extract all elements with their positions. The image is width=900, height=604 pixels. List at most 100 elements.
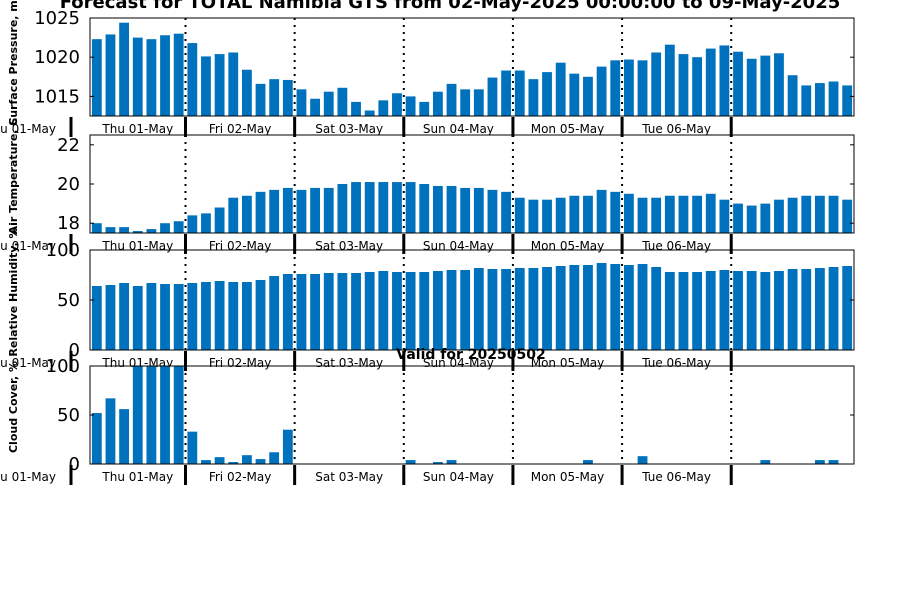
- bar: [214, 457, 225, 464]
- y-tick-label: 0: [69, 454, 80, 475]
- bar: [105, 285, 116, 350]
- bar: [569, 265, 580, 350]
- y-tick-label: 1015: [34, 86, 80, 107]
- day-label: Sun 04-May: [423, 239, 494, 253]
- y-tick-label: 0: [69, 340, 80, 361]
- day-label: Tue 06-May: [641, 122, 711, 136]
- bar: [146, 39, 157, 116]
- bar: [132, 286, 143, 350]
- bar: [446, 270, 457, 350]
- bar: [119, 22, 130, 117]
- day-label: Mon 05-May: [531, 239, 605, 253]
- bar: [432, 91, 443, 116]
- bar: [351, 273, 361, 350]
- y-tick-label: 100: [46, 240, 80, 261]
- bar: [733, 51, 743, 116]
- bar: [255, 459, 266, 464]
- day-label: Mon 05-May: [531, 470, 605, 484]
- bar: [487, 189, 498, 233]
- day-label: Thu 01-May: [0, 122, 56, 136]
- bar: [814, 195, 825, 233]
- bar: [487, 269, 498, 350]
- bar: [569, 195, 580, 233]
- bar: [460, 187, 471, 233]
- bar: [201, 460, 211, 464]
- day-label: Sat 03-May: [315, 470, 383, 484]
- bar: [91, 223, 102, 233]
- bar: [173, 221, 184, 233]
- bar: [160, 284, 170, 350]
- bar: [446, 83, 457, 116]
- axes-frame: [89, 365, 855, 465]
- day-label: Tue 06-May: [641, 239, 711, 253]
- bar: [528, 79, 539, 116]
- bar: [705, 48, 716, 116]
- bar: [405, 460, 416, 464]
- day-label: Thu 01-May: [0, 356, 56, 370]
- bar: [774, 53, 784, 116]
- bar: [828, 460, 839, 464]
- bar: [473, 268, 484, 350]
- bar: [241, 282, 252, 350]
- day-label: Sat 03-May: [315, 356, 383, 370]
- bar: [473, 89, 484, 116]
- bar: [432, 271, 443, 350]
- bar: [282, 187, 293, 233]
- bar: [501, 269, 512, 350]
- bar: [637, 456, 648, 464]
- bar: [228, 282, 239, 350]
- bar: [132, 231, 143, 233]
- bar: [828, 81, 839, 116]
- y-tick-label: 1020: [34, 47, 80, 68]
- bar: [269, 79, 280, 116]
- bar: [801, 195, 812, 233]
- bar: [187, 43, 198, 117]
- bar: [610, 264, 621, 350]
- bar: [446, 460, 457, 464]
- bar: [201, 282, 211, 350]
- bar: [692, 195, 703, 233]
- bar: [473, 187, 484, 233]
- bar: [269, 452, 280, 464]
- bar: [160, 223, 170, 233]
- bar: [364, 110, 375, 116]
- bar: [596, 189, 607, 233]
- bar: [705, 193, 716, 233]
- bar: [282, 274, 293, 350]
- bar: [310, 274, 321, 350]
- bar: [514, 197, 525, 233]
- bar: [269, 189, 280, 233]
- bar: [214, 281, 225, 350]
- day-label: Mon 05-May: [531, 122, 605, 136]
- bar: [405, 272, 416, 350]
- bar: [432, 462, 443, 464]
- bar: [337, 184, 348, 233]
- day-label: Thu 01-May: [101, 239, 173, 253]
- bar: [105, 227, 116, 233]
- day-label: Thu 01-May: [101, 470, 173, 484]
- bar: [719, 270, 730, 350]
- bar: [160, 35, 170, 116]
- bar: [214, 54, 225, 116]
- bar: [760, 272, 771, 350]
- bar: [583, 195, 593, 233]
- day-label: Sat 03-May: [315, 122, 383, 136]
- bar: [842, 85, 853, 116]
- bar: [828, 195, 839, 233]
- day-label: Sat 03-May: [315, 239, 383, 253]
- bar: [842, 266, 853, 350]
- bar: [119, 283, 130, 350]
- bar: [119, 227, 130, 233]
- bar: [542, 199, 552, 233]
- bar: [255, 280, 266, 350]
- bar: [296, 89, 307, 116]
- bar: [583, 265, 593, 350]
- bar: [337, 87, 348, 116]
- y-tick-label: 18: [57, 213, 80, 234]
- bar: [296, 274, 307, 350]
- bar: [405, 182, 416, 233]
- bar: [160, 366, 170, 464]
